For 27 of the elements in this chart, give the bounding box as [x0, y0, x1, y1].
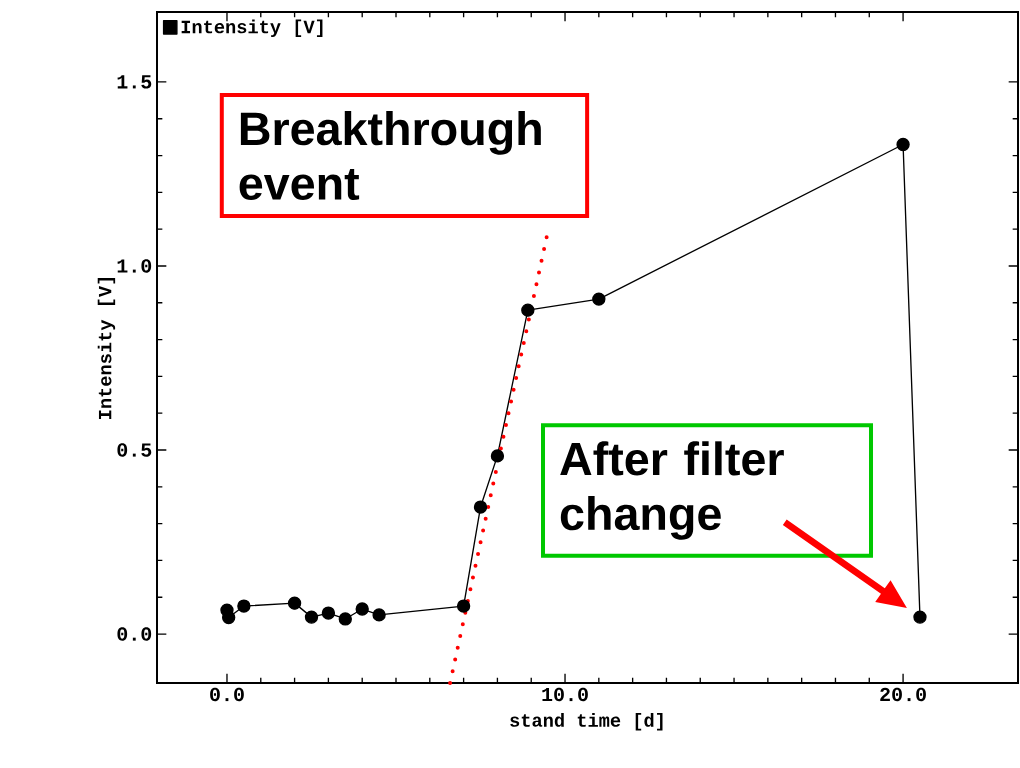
point [456, 599, 471, 613]
point [237, 599, 251, 613]
point [913, 610, 927, 624]
annotation: Breakthrough event [239, 111, 541, 201]
point [222, 610, 236, 625]
point [321, 606, 336, 620]
y-tick-label: 0.0 [117, 627, 152, 641]
point [473, 500, 488, 514]
x-tick-label: 0.0 [210, 687, 244, 702]
point [338, 612, 352, 626]
annotation: After filter change [560, 441, 784, 540]
x-axis-title: stand time [d] [510, 713, 663, 731]
x-tick-label: 20.0 [880, 687, 926, 702]
point [304, 610, 319, 624]
y-axis-title: Intensity [V] [97, 278, 116, 419]
point [896, 137, 910, 152]
point [372, 608, 386, 622]
point [592, 292, 606, 306]
x-tick-label: 10.0 [542, 687, 588, 702]
legend-label: Intensity [V] [181, 19, 323, 38]
y-tick-label: 0.5 [117, 443, 152, 457]
y-tick-label: 1.5 [117, 75, 152, 89]
point [521, 303, 535, 317]
point [287, 596, 302, 610]
point [355, 602, 369, 616]
point [490, 449, 505, 463]
y-tick-label: 1.0 [117, 259, 152, 273]
